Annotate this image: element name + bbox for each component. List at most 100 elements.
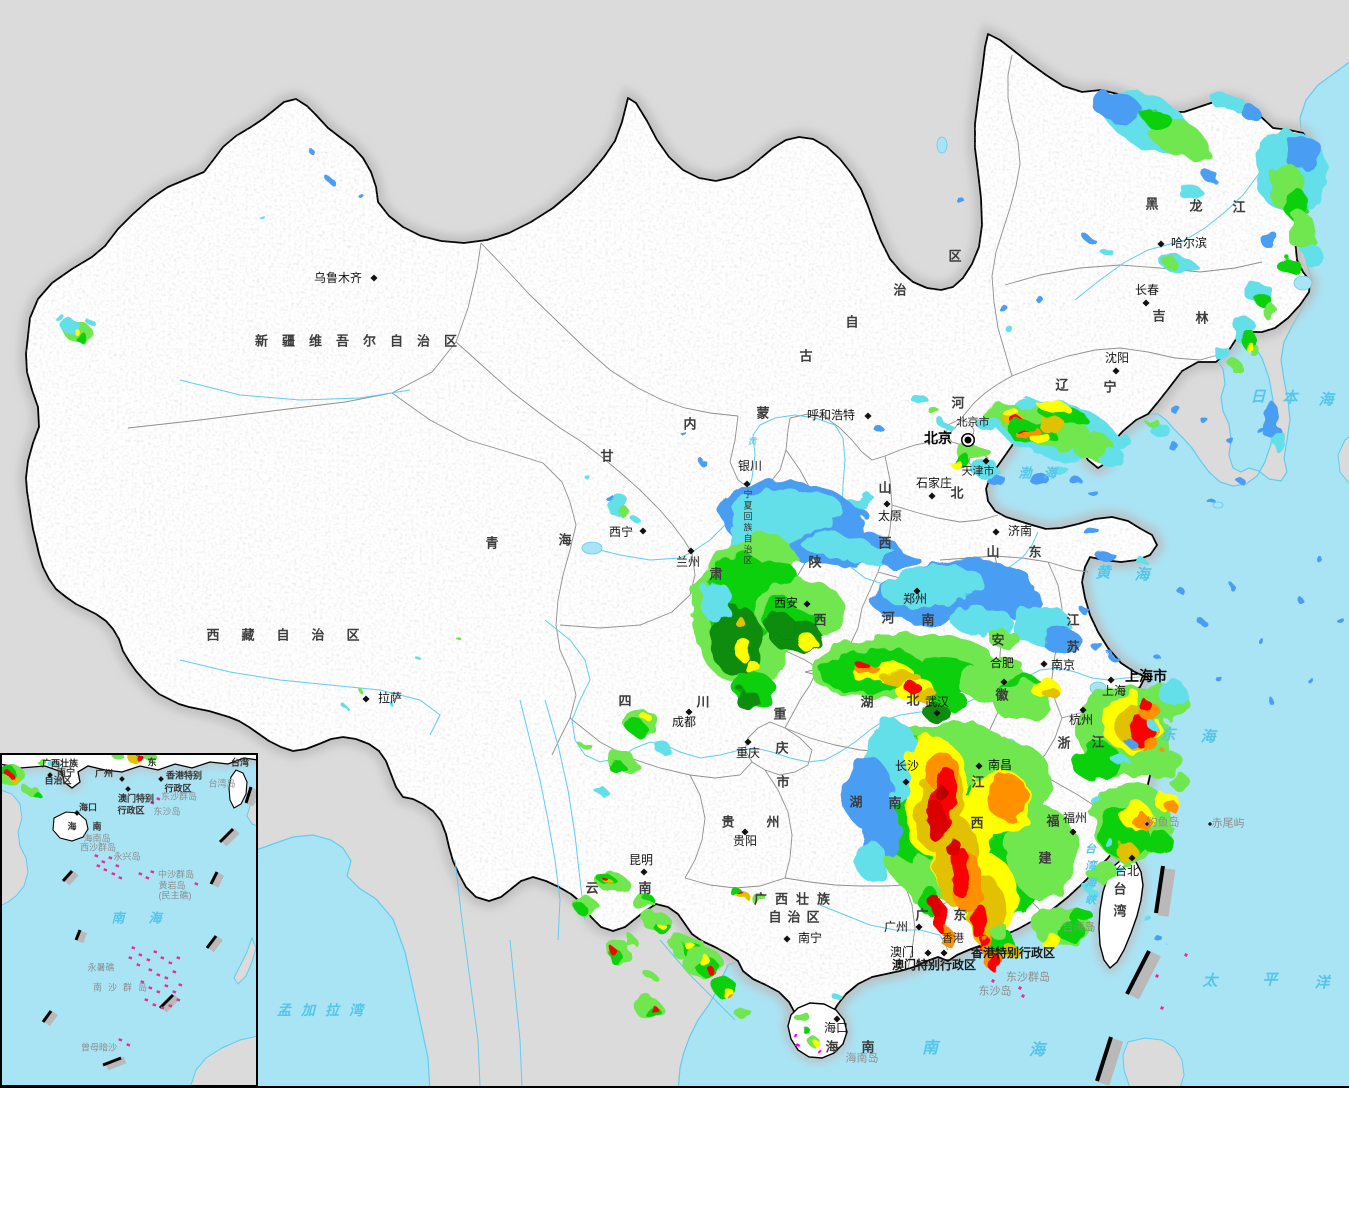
inset-city-dot: [158, 776, 164, 782]
echo: [1110, 432, 1130, 448]
echo: [1177, 697, 1183, 703]
echo: [696, 457, 704, 463]
echo: [1307, 677, 1313, 683]
echo: [49, 761, 61, 769]
legend-panel: 全国雷达拼图 [2026-03-29 19:36:00] [ 组合反射率 ] d…: [0, 1088, 1349, 1208]
province-boundary: [784, 667, 819, 729]
map-bottom-frame: [0, 1086, 1349, 1088]
island-mark: [138, 872, 143, 876]
echo: [307, 148, 313, 152]
echo: [1036, 400, 1072, 414]
echo: [927, 801, 947, 843]
echo: [618, 507, 630, 517]
island-mark: [156, 973, 161, 977]
nine-dash: [61, 869, 74, 883]
island-mark: [128, 956, 133, 960]
echo: [1070, 909, 1094, 925]
inset-echoes: [0, 754, 158, 796]
echo: [1000, 307, 1010, 313]
echo: [1114, 865, 1122, 871]
island-mark: [153, 950, 158, 954]
echo: [1317, 557, 1323, 563]
island-mark: [176, 956, 181, 960]
island-mark: [194, 882, 199, 886]
lake: [936, 136, 948, 154]
river: [819, 904, 949, 951]
echo: [358, 688, 362, 692]
echo: [582, 473, 588, 477]
echo: [1262, 230, 1278, 250]
echo: [1217, 677, 1223, 683]
map-label: 广西壮族: [41, 758, 79, 769]
echo: [935, 784, 945, 800]
river: [659, 939, 736, 1021]
echo: [798, 1046, 802, 1050]
japan-land: [1337, 436, 1349, 483]
echo: [1236, 477, 1244, 483]
map-label: 西沙群岛: [79, 842, 117, 853]
province-boundary: [559, 552, 696, 629]
province-boundary: [1011, 347, 1229, 377]
inset-city-dot: [119, 776, 125, 782]
echo: [903, 680, 919, 692]
echo: [1039, 416, 1065, 434]
echo: [37, 759, 47, 765]
echo: [1092, 92, 1144, 124]
echo: [1227, 582, 1233, 588]
island-mark: [172, 970, 177, 974]
echo: [626, 937, 638, 947]
luzon-land: [1122, 1037, 1185, 1088]
echo: [1057, 922, 1087, 942]
echo: [990, 630, 1020, 650]
echo: [914, 688, 938, 704]
echo: [342, 704, 346, 708]
map-label: 自治区: [44, 775, 72, 786]
echo: [1166, 801, 1178, 813]
island-mark: [131, 946, 136, 950]
nine-dash: [41, 1010, 53, 1023]
nine-dash-shadow: [161, 994, 180, 1013]
echo: [1176, 587, 1184, 593]
island-mark: [108, 856, 113, 860]
nine-dash: [244, 786, 253, 804]
island-mark: [176, 998, 181, 1002]
echo: [1184, 144, 1208, 160]
nine-dash: [158, 993, 175, 1010]
echo: [1262, 400, 1278, 440]
inset-city-dot: [125, 786, 131, 792]
island-mark: [148, 968, 153, 972]
echo: [53, 312, 63, 320]
map-label: 台湾岛: [208, 778, 236, 789]
echo: [930, 896, 942, 916]
inset-labels-layer: 广西壮族 自治区 南宁 广州 东香港特别 行政区 澳门特别 行政区 台湾 台湾岛 东沙群岛 东沙岛 海口…: [41, 757, 249, 1052]
echo: [1156, 937, 1164, 943]
capital-symbol: [964, 436, 972, 444]
echo: [796, 633, 816, 649]
echo: [1084, 528, 1100, 536]
echo: [701, 580, 731, 622]
echo: [1196, 617, 1204, 623]
echo: [1090, 492, 1100, 498]
echo: [654, 741, 670, 753]
echo: [1087, 860, 1117, 884]
echo: [875, 427, 885, 433]
echo: [912, 395, 928, 405]
province-boundary: [391, 392, 571, 503]
echo: [1226, 437, 1234, 443]
inset-vietnam: [0, 789, 29, 907]
echo: [648, 1004, 656, 1010]
island-mark: [164, 984, 169, 988]
province-boundary: [480, 242, 739, 417]
echo: [1036, 297, 1044, 303]
island-mark: [160, 956, 165, 960]
echo: [1112, 755, 1128, 765]
echo: [793, 1033, 797, 1037]
map-label: 南: [111, 910, 125, 926]
nine-dash: [205, 935, 218, 949]
echo: [1206, 497, 1214, 503]
echo: [734, 1006, 750, 1018]
echo: [656, 921, 664, 927]
map-label: 香港特别: [165, 770, 203, 781]
map-label: 东: [147, 757, 157, 768]
map-label: 南宁: [56, 767, 76, 778]
